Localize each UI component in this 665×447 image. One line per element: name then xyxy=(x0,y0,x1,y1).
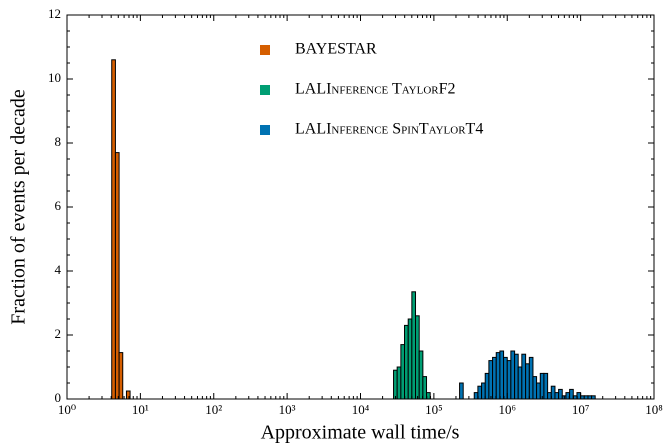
histogram-bar xyxy=(488,360,494,400)
y-tick-label: 0 xyxy=(55,390,62,405)
histogram-bar xyxy=(118,352,124,400)
x-tick-label: 10⁸ xyxy=(645,402,663,417)
histogram-bar xyxy=(393,369,398,400)
x-tick-label: 10⁴ xyxy=(352,402,370,417)
plot-frame xyxy=(66,14,655,400)
y-tick-label: 10 xyxy=(48,70,61,85)
histogram-bar xyxy=(532,376,538,400)
y-tick-label: 8 xyxy=(55,134,62,149)
legend-label: BAYESTAR xyxy=(295,41,377,58)
histogram-bar xyxy=(510,350,516,400)
histogram-bar xyxy=(400,344,406,400)
legend-label: LALInference TaylorF2 xyxy=(295,81,456,98)
histogram-bar xyxy=(125,390,131,400)
histogram-bar xyxy=(495,352,501,400)
histogram-bar xyxy=(547,392,552,400)
x-tick-label: 10² xyxy=(205,402,222,417)
histogram-bar xyxy=(418,350,424,400)
x-tick-label: 10⁶ xyxy=(498,402,516,417)
x-axis-label: Approximate wall time/s xyxy=(261,422,460,444)
histogram-bar xyxy=(521,353,527,400)
histogram-bar xyxy=(506,360,512,400)
histogram-bar xyxy=(536,382,541,400)
y-tick-label: 6 xyxy=(55,198,62,213)
y-tick-label: 12 xyxy=(48,6,61,21)
legend-swatch xyxy=(260,45,270,55)
histogram-bar xyxy=(528,356,534,400)
histogram-bar xyxy=(539,372,545,400)
histogram-bar xyxy=(114,152,120,400)
legend-swatch xyxy=(260,85,270,95)
histogram-bar xyxy=(459,382,464,400)
histogram-bar xyxy=(517,366,523,400)
histogram-bar xyxy=(484,372,490,400)
x-tick-label: 10⁵ xyxy=(425,402,443,417)
histogram-bar xyxy=(558,388,563,400)
histogram-bar xyxy=(422,376,428,400)
y-tick-label: 4 xyxy=(55,262,62,277)
histogram-bar xyxy=(396,366,402,400)
x-tick-label: 10³ xyxy=(279,402,296,417)
x-tick-label: 10⁰ xyxy=(58,402,76,417)
histogram-bar xyxy=(525,363,530,400)
y-tick-label: 2 xyxy=(55,326,62,341)
x-tick-label: 10¹ xyxy=(132,402,149,417)
legend-label: LALInference SpinTaylorT4 xyxy=(295,121,483,138)
histogram-bar xyxy=(111,59,116,400)
histogram-bar xyxy=(569,388,574,400)
histogram-bar xyxy=(415,315,420,400)
histogram-bar xyxy=(514,353,519,400)
histogram-bar xyxy=(503,356,508,400)
histogram-bar xyxy=(407,318,413,400)
histogram-bar xyxy=(411,291,417,400)
histogram-bar xyxy=(404,324,409,400)
histogram-bar xyxy=(492,356,497,400)
legend-swatch xyxy=(260,125,270,135)
y-axis-label: Fraction of events per decade xyxy=(8,89,30,325)
histogram-bar xyxy=(499,350,505,400)
histogram-bar xyxy=(543,372,549,400)
x-tick-label: 10⁷ xyxy=(572,402,590,417)
histogram-bar xyxy=(473,392,479,400)
